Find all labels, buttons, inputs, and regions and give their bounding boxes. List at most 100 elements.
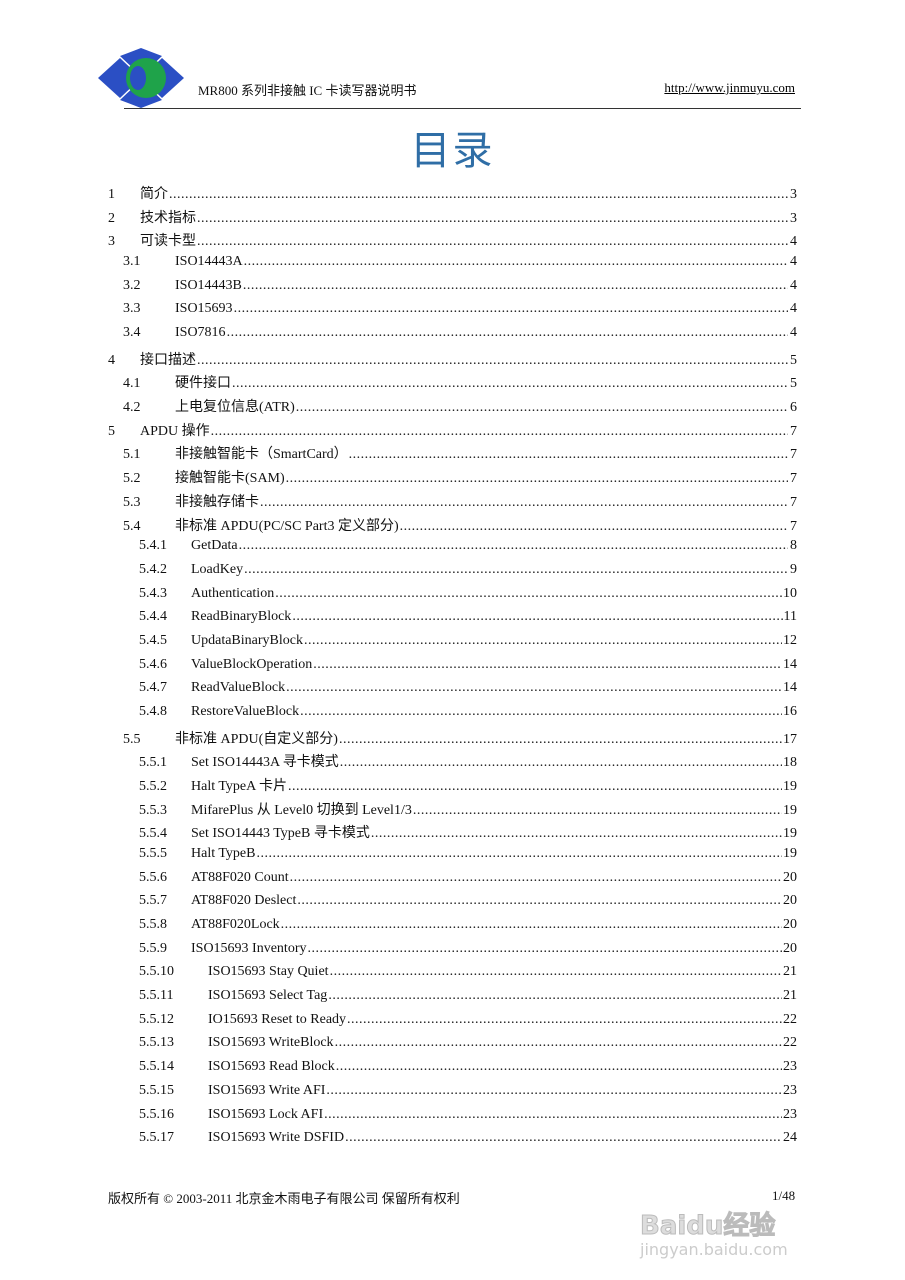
toc-entry-number: 4.2 bbox=[123, 400, 141, 416]
company-logo bbox=[98, 48, 184, 108]
toc-entry-title: ISO15693 Select Tag bbox=[208, 988, 328, 1004]
toc-entry-number: 5.5.8 bbox=[139, 917, 167, 933]
toc-entry[interactable]: 5.4 非标准 APDU(PC/SC Part3 定义部分) 7 bbox=[123, 515, 797, 537]
toc-entry-number: 5.5.11 bbox=[139, 988, 174, 1004]
toc-entry-number: 4 bbox=[108, 352, 115, 368]
toc-entry[interactable]: 1 简介 3 bbox=[108, 183, 797, 205]
toc-entry[interactable]: 5.4.4 ReadBinaryBlock 11 bbox=[139, 609, 797, 631]
toc-entry-title: LoadKey bbox=[191, 561, 244, 577]
toc-entry-number: 5 bbox=[108, 423, 115, 439]
toc-entry[interactable]: 5 APDU 操作 7 bbox=[108, 420, 797, 442]
toc-entry[interactable]: 5.5.11 ISO15693 Select Tag 21 bbox=[139, 988, 797, 1010]
toc-dot-leader bbox=[326, 1083, 782, 1099]
toc-entry[interactable]: 2 技术指标 3 bbox=[108, 207, 797, 229]
toc-entry-title: 接触智能卡(SAM) bbox=[175, 471, 285, 487]
toc-dot-leader bbox=[244, 254, 788, 270]
toc-entry-number: 3 bbox=[108, 234, 115, 250]
watermark-domain: jingyan.baidu.com bbox=[640, 1239, 788, 1259]
toc-entry-title: ISO15693 bbox=[175, 301, 233, 317]
toc-dot-leader bbox=[197, 211, 788, 227]
toc-entry[interactable]: 5.5.8 AT88F020Lock 20 bbox=[139, 917, 797, 939]
toc-entry[interactable]: 5.4.2 LoadKey 9 bbox=[139, 562, 797, 584]
toc-entry[interactable]: 5.4.1 GetData 8 bbox=[139, 538, 797, 560]
toc-entry[interactable]: 5.1 非接触智能卡（SmartCard） 7 bbox=[123, 443, 797, 465]
toc-entry-number: 5.5.3 bbox=[139, 802, 167, 818]
toc-entry-number: 3.3 bbox=[123, 301, 141, 317]
toc-entry[interactable]: 5.5.16 ISO15693 Lock AFI 23 bbox=[139, 1107, 797, 1129]
toc-entry[interactable]: 5.5.5 Halt TypeB 19 bbox=[139, 846, 797, 868]
toc-entry[interactable]: 3.1 ISO14443A 4 bbox=[123, 254, 797, 276]
toc-dot-leader bbox=[339, 732, 782, 748]
toc-entry[interactable]: 5.5.7 AT88F020 Deslect 20 bbox=[139, 893, 797, 915]
toc-entry-title: ISO15693 WriteBlock bbox=[208, 1035, 334, 1051]
header-title: MR800 系列非接触 IC 卡读写器说明书 bbox=[198, 83, 417, 98]
toc-entry-page: 7 bbox=[790, 494, 797, 510]
header-url-link[interactable]: http://www.jinmuyu.com bbox=[664, 80, 795, 95]
toc-dot-leader bbox=[335, 1035, 782, 1051]
toc-entry[interactable]: 3.4 ISO7816 4 bbox=[123, 325, 797, 347]
toc-entry[interactable]: 5.5 非标准 APDU(自定义部分) 17 bbox=[123, 728, 797, 750]
toc-entry-number: 5.5.10 bbox=[139, 964, 174, 980]
toc-entry-page: 17 bbox=[783, 731, 797, 747]
toc-entry-page: 19 bbox=[783, 846, 797, 862]
toc-entry[interactable]: 4.2 上电复位信息(ATR) 6 bbox=[123, 396, 797, 418]
toc-entry[interactable]: 5.5.15 ISO15693 Write AFI 23 bbox=[139, 1083, 797, 1105]
toc-entry[interactable]: 5.5.17 ISO15693 Write DSFID 24 bbox=[139, 1130, 797, 1152]
toc-entry-title: Halt TypeB bbox=[191, 846, 256, 862]
toc-entry-title: Set ISO14443A 寻卡模式 bbox=[191, 755, 339, 771]
toc-entry-number: 1 bbox=[108, 187, 115, 202]
toc-dot-leader bbox=[347, 1012, 782, 1028]
toc-entry-page: 3 bbox=[790, 210, 797, 226]
toc-entry[interactable]: 5.3 非接触存储卡 7 bbox=[123, 491, 797, 513]
toc-entry[interactable]: 5.5.12 IO15693 Reset to Ready 22 bbox=[139, 1012, 797, 1034]
toc-dot-leader bbox=[330, 964, 782, 980]
watermark-brand: Baidu经验 bbox=[640, 1211, 776, 1241]
toc-dot-leader bbox=[281, 917, 782, 933]
toc-entry[interactable]: 5.5.10 ISO15693 Stay Quiet 21 bbox=[139, 964, 797, 986]
toc-entry-page: 8 bbox=[790, 538, 797, 554]
toc-entry[interactable]: 5.4.7 ReadValueBlock 14 bbox=[139, 680, 797, 702]
toc-entry-page: 5 bbox=[790, 376, 797, 392]
toc-entry[interactable]: 5.5.14 ISO15693 Read Block 23 bbox=[139, 1059, 797, 1081]
toc-entry-number: 5.4.3 bbox=[139, 585, 167, 601]
toc-entry[interactable]: 5.4.3 Authentication 10 bbox=[139, 586, 797, 608]
toc-entry-title: ISO15693 Write AFI bbox=[208, 1082, 326, 1098]
toc-entry[interactable]: 5.5.2 Halt TypeA 卡片 19 bbox=[139, 775, 797, 797]
toc-entry[interactable]: 5.5.13 ISO15693 WriteBlock 22 bbox=[139, 1035, 797, 1057]
toc-dot-leader bbox=[260, 495, 788, 511]
toc-entry[interactable]: 5.4.5 UpdataBinaryBlock 12 bbox=[139, 633, 797, 655]
toc-entry[interactable]: 5.5.3 MifarePlus 从 Level0 切换到 Level1/3 19 bbox=[139, 799, 797, 821]
toc-entry[interactable]: 3 可读卡型 4 bbox=[108, 230, 797, 252]
toc-dot-leader bbox=[239, 538, 788, 554]
toc-entry-title: ISO15693 Stay Quiet bbox=[208, 964, 329, 980]
toc-entry-page: 7 bbox=[790, 518, 797, 534]
toc-dot-leader bbox=[292, 609, 782, 625]
toc-entry[interactable]: 3.3 ISO15693 4 bbox=[123, 301, 797, 323]
baidu-watermark: Baidu经验 jingyan.baidu.com bbox=[640, 1211, 788, 1259]
toc-dot-leader bbox=[413, 803, 782, 819]
toc-entry-number: 5.4.5 bbox=[139, 632, 167, 648]
toc-entry-title: 非标准 APDU(PC/SC Part3 定义部分) bbox=[175, 518, 399, 534]
toc-entry-page: 19 bbox=[783, 779, 797, 794]
toc-entry-number: 5.1 bbox=[123, 447, 141, 463]
page-number: 1/48 bbox=[772, 1188, 796, 1203]
toc-entry-title: ISO15693 Write DSFID bbox=[208, 1130, 345, 1146]
toc-entry[interactable]: 5.5.4 Set ISO14443 TypeB 寻卡模式 19 bbox=[139, 822, 797, 844]
toc-entry-number: 5.5.15 bbox=[139, 1082, 174, 1098]
toc-entry-number: 5.2 bbox=[123, 471, 141, 487]
toc-entry-page: 20 bbox=[783, 869, 797, 885]
toc-entry[interactable]: 3.2 ISO14443B 4 bbox=[123, 278, 797, 300]
toc-entry-title: 简介 bbox=[140, 187, 168, 202]
toc-dot-leader bbox=[297, 893, 782, 909]
toc-entry[interactable]: 5.4.6 ValueBlockOperation 14 bbox=[139, 657, 797, 679]
toc-entry[interactable]: 5.4.8 RestoreValueBlock 16 bbox=[139, 704, 797, 726]
toc-entry[interactable]: 5.5.1 Set ISO14443A 寻卡模式 18 bbox=[139, 751, 797, 773]
toc-entry-title: Authentication bbox=[191, 585, 275, 601]
toc-entry[interactable]: 4.1 硬件接口 5 bbox=[123, 372, 797, 394]
toc-entry[interactable]: 5.5.9 ISO15693 Inventory 20 bbox=[139, 941, 797, 963]
toc-entry[interactable]: 5.5.6 AT88F020 Count 20 bbox=[139, 870, 797, 892]
toc-entry[interactable]: 5.2 接触智能卡(SAM) 7 bbox=[123, 467, 797, 489]
toc-entry-number: 5.4.2 bbox=[139, 561, 167, 577]
toc-entry-title: UpdataBinaryBlock bbox=[191, 632, 303, 648]
toc-entry[interactable]: 4 接口描述 5 bbox=[108, 349, 797, 371]
